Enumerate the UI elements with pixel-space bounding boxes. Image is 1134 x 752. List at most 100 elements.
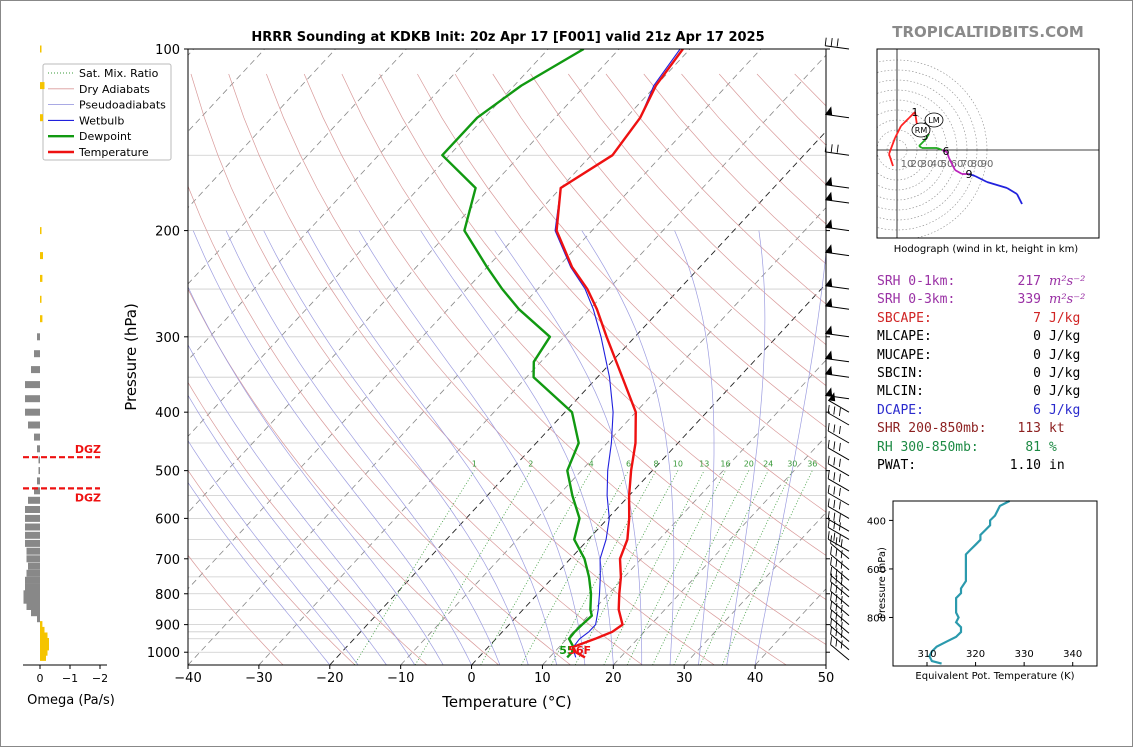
index-value: 113	[1007, 421, 1041, 436]
wind-barb	[825, 326, 849, 337]
index-value: 0	[1007, 329, 1041, 344]
wind-barb-feather	[839, 426, 840, 434]
legend-label: Sat. Mix. Ratio	[79, 67, 159, 80]
index-value: 1.10	[1007, 458, 1041, 473]
wind-barb	[825, 177, 849, 188]
omega-bar	[25, 409, 40, 416]
mixing-ratio-line	[653, 471, 749, 665]
x-tick-label: 40	[747, 671, 764, 686]
wind-barb-feather	[836, 548, 837, 556]
y-tick-label: 600	[155, 512, 180, 527]
dry-adiabat	[191, 74, 643, 665]
wind-barb-feather	[831, 592, 832, 600]
index-label: SBCIN:	[877, 366, 1007, 381]
omega-bar	[39, 456, 41, 463]
pseudoadiabat	[264, 231, 529, 665]
mixing-ratio-line	[521, 471, 628, 665]
theta-e-y-label: Pressure (hPa)	[877, 547, 888, 619]
legend-label: Pseudoadiabats	[79, 99, 166, 112]
mixing-ratio-label: 20	[744, 460, 754, 469]
hodograph: 10203040506070809012369LMRMHodograph (wi…	[807, 49, 1099, 255]
wind-barb-feather	[841, 614, 842, 622]
wind-barb-shaft	[828, 493, 849, 505]
wind-barb-shaft	[828, 464, 849, 476]
lm-label: LM	[928, 116, 939, 125]
wind-barb-feather	[841, 640, 842, 648]
wind-barb-feather	[841, 561, 842, 569]
rm-label: RM	[915, 126, 928, 135]
wind-barb-feather	[834, 500, 835, 508]
omega-bar	[40, 275, 42, 282]
hodograph-trace	[889, 138, 895, 154]
wind-barb	[828, 405, 849, 425]
wetbulb-line	[555, 49, 680, 657]
wind-barb-feather	[839, 408, 840, 416]
index-unit: in	[1049, 458, 1065, 473]
omega-bar	[37, 477, 40, 484]
wind-barb-feather	[841, 539, 842, 547]
wind-barb-feather	[831, 610, 832, 618]
index-unit: J/kg	[1049, 329, 1080, 344]
omega-bar	[40, 227, 42, 234]
index-value: 0	[1007, 384, 1041, 399]
index-label: MLCAPE:	[877, 329, 1007, 344]
theta-e-x-tick-label: 340	[1063, 649, 1082, 660]
wind-barb	[825, 106, 849, 117]
hodograph-trace	[987, 182, 1007, 188]
wind-barb-feather	[828, 498, 829, 506]
wind-barb-shaft	[828, 506, 849, 518]
omega-bar	[37, 615, 40, 622]
index-unit: J/kg	[1049, 384, 1080, 399]
pseudoadiabat	[582, 231, 674, 665]
omega-bar	[25, 540, 40, 547]
omega-bar	[40, 654, 46, 661]
index-value: 0	[1007, 366, 1041, 381]
hodograph-trace	[895, 126, 901, 138]
omega-bar	[40, 114, 43, 121]
wind-barb	[825, 192, 849, 203]
index-unit: J/kg	[1049, 311, 1080, 326]
mixing-ratio-line	[415, 471, 531, 665]
legend-label: Dry Adiabats	[79, 83, 150, 96]
wind-barb-feather	[839, 474, 840, 482]
wind-barb-feather	[834, 457, 835, 465]
isotherm	[259, 49, 832, 665]
wind-barb-shaft	[831, 618, 849, 633]
omega-bar	[27, 570, 41, 577]
wind-barb-feather	[831, 38, 832, 46]
omega-bar	[39, 467, 41, 474]
omega-bar	[24, 597, 41, 604]
wind-barb-feather	[834, 425, 835, 433]
wind-barb	[825, 366, 849, 377]
wind-barb-shaft	[828, 400, 849, 412]
legend: Sat. Mix. Ratio Dry Adiabats Pseudoadiabat…	[43, 64, 171, 160]
index-unit: %	[1049, 440, 1057, 455]
index-row: MLCAPE:0 J/kg	[877, 329, 1080, 344]
legend-label: Dewpoint	[79, 130, 132, 143]
omega-bar	[40, 252, 43, 259]
wind-barb-feather	[839, 459, 840, 467]
index-unit: kt	[1049, 421, 1065, 436]
dgz-label: DGZ	[75, 491, 101, 504]
wind-barb-feather	[831, 535, 832, 543]
pseudoadiabat	[193, 231, 471, 665]
wind-barb	[828, 498, 849, 518]
index-value: 81	[1007, 440, 1041, 455]
omega-bar	[25, 506, 40, 513]
wind-barb	[831, 637, 849, 660]
wind-barb	[825, 144, 849, 155]
theta-e-x-tick-label: 330	[1015, 649, 1034, 660]
omega-bar	[28, 497, 40, 504]
index-label: MUCAPE:	[877, 348, 1007, 363]
wind-barb-feather	[836, 559, 837, 567]
dry-adiabat	[2, 74, 283, 665]
x-tick-label: −10	[387, 671, 414, 686]
hodograph-trace	[919, 146, 922, 148]
chart-title: HRRR Sounding at KDKB Init: 20z Apr 17 […	[251, 30, 764, 45]
wind-barb-feather	[834, 472, 835, 480]
wind-barb	[825, 38, 849, 49]
